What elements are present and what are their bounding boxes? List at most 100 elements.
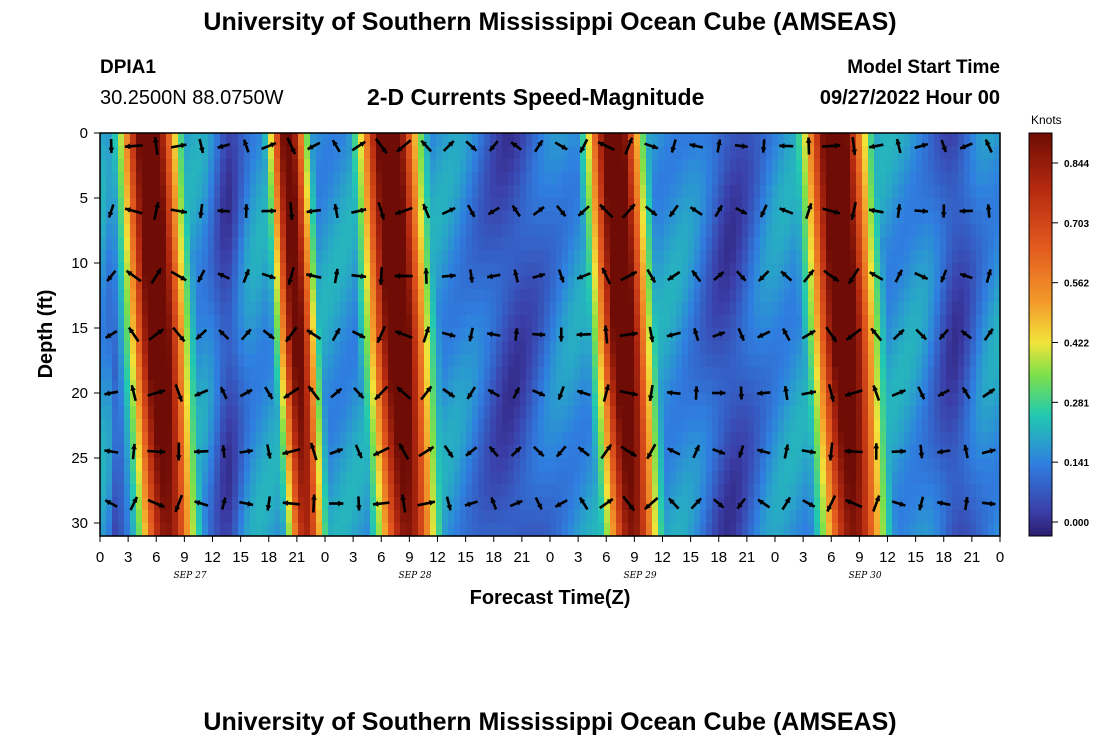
heatmap-cell xyxy=(760,315,767,329)
heatmap-cell xyxy=(172,250,179,264)
heatmap-cell xyxy=(652,471,659,485)
heatmap-cell xyxy=(946,458,953,472)
heatmap-cell xyxy=(124,432,131,446)
heatmap-cell xyxy=(322,315,329,329)
heatmap-cell xyxy=(988,393,995,407)
heatmap-cell xyxy=(568,523,575,537)
heatmap-cell xyxy=(346,354,353,368)
heatmap-cell xyxy=(268,276,275,290)
heatmap-cell xyxy=(622,159,629,173)
heatmap-cell xyxy=(490,432,497,446)
heatmap-cell xyxy=(394,211,401,225)
heatmap-cell xyxy=(220,406,227,420)
heatmap-cell xyxy=(148,406,155,420)
heatmap-cell xyxy=(178,237,185,251)
heatmap-cell xyxy=(916,276,923,290)
heatmap-cell xyxy=(124,250,131,264)
heatmap-cell xyxy=(274,237,281,251)
heatmap-cell xyxy=(742,484,749,498)
heatmap-cell xyxy=(100,250,107,264)
heatmap-cell xyxy=(748,419,755,433)
heatmap-cell xyxy=(538,263,545,277)
heatmap-cell xyxy=(244,185,251,199)
heatmap-cell xyxy=(424,510,431,524)
heatmap-cell xyxy=(730,523,737,537)
heatmap-cell xyxy=(892,484,899,498)
heatmap-cell xyxy=(994,445,1001,459)
heatmap-cell xyxy=(202,172,209,186)
heatmap-cell xyxy=(160,224,167,238)
heatmap-cell xyxy=(256,172,263,186)
heatmap-cell xyxy=(958,471,965,485)
heatmap-cell xyxy=(532,471,539,485)
heatmap-cell xyxy=(304,523,311,537)
heatmap-cell xyxy=(160,458,167,472)
heatmap-cell xyxy=(442,133,449,147)
current-arrow-head xyxy=(602,267,608,274)
heatmap-cell xyxy=(412,367,419,381)
heatmap-cell xyxy=(814,276,821,290)
heatmap-cell xyxy=(340,146,347,160)
heatmap-cell xyxy=(238,289,245,303)
heatmap-cell xyxy=(898,341,905,355)
heatmap-cell xyxy=(274,458,281,472)
heatmap-cell xyxy=(898,159,905,173)
heatmap-cell xyxy=(262,276,269,290)
heatmap-cell xyxy=(520,354,527,368)
heatmap-cell xyxy=(664,172,671,186)
heatmap-cell xyxy=(604,224,611,238)
heatmap-cell xyxy=(502,276,509,290)
heatmap-cell xyxy=(652,523,659,537)
heatmap-cell xyxy=(454,302,461,316)
heatmap-cell xyxy=(526,133,533,147)
heatmap-cell xyxy=(424,484,431,498)
heatmap-cell xyxy=(856,185,863,199)
heatmap-cell xyxy=(982,523,989,537)
heatmap-cell xyxy=(970,133,977,147)
heatmap-cell xyxy=(484,133,491,147)
heatmap-cell xyxy=(592,458,599,472)
heatmap-cell xyxy=(136,445,143,459)
heatmap-cell xyxy=(118,380,125,394)
heatmap-cell xyxy=(154,419,161,433)
heatmap-cell xyxy=(112,211,119,225)
heatmap-cell xyxy=(766,484,773,498)
heatmap-cell xyxy=(436,445,443,459)
heatmap-cell xyxy=(382,289,389,303)
heatmap-cell xyxy=(508,263,515,277)
heatmap-cell xyxy=(154,315,161,329)
heatmap-cell xyxy=(976,315,983,329)
heatmap-cell xyxy=(802,497,809,511)
heatmap-cell xyxy=(892,198,899,212)
heatmap-cell xyxy=(562,497,569,511)
heatmap-cell xyxy=(772,263,779,277)
heatmap-cell xyxy=(862,302,869,316)
heatmap-cell xyxy=(640,146,647,160)
heatmap-cell xyxy=(136,185,143,199)
heatmap-cell xyxy=(238,354,245,368)
heatmap-cell xyxy=(964,315,971,329)
heatmap-cell xyxy=(766,419,773,433)
heatmap-cell xyxy=(796,250,803,264)
heatmap-cell xyxy=(202,367,209,381)
heatmap-cell xyxy=(238,315,245,329)
heatmap-cell xyxy=(760,276,767,290)
heatmap-cell xyxy=(484,224,491,238)
heatmap-cell xyxy=(940,315,947,329)
heatmap-cell xyxy=(940,289,947,303)
heatmap-cell xyxy=(706,419,713,433)
heatmap-cell xyxy=(448,419,455,433)
heatmap-cell xyxy=(922,289,929,303)
heatmap-cell xyxy=(868,146,875,160)
heatmap-cell xyxy=(586,510,593,524)
heatmap-cell xyxy=(388,315,395,329)
heatmap-cell xyxy=(712,419,719,433)
heatmap-cell xyxy=(790,289,797,303)
heatmap-cell xyxy=(544,341,551,355)
heatmap-cell xyxy=(472,354,479,368)
heatmap-cell xyxy=(298,510,305,524)
heatmap-cell xyxy=(826,510,833,524)
heatmap-cell xyxy=(112,185,119,199)
current-arrow-head xyxy=(468,277,475,283)
heatmap-cell xyxy=(562,198,569,212)
